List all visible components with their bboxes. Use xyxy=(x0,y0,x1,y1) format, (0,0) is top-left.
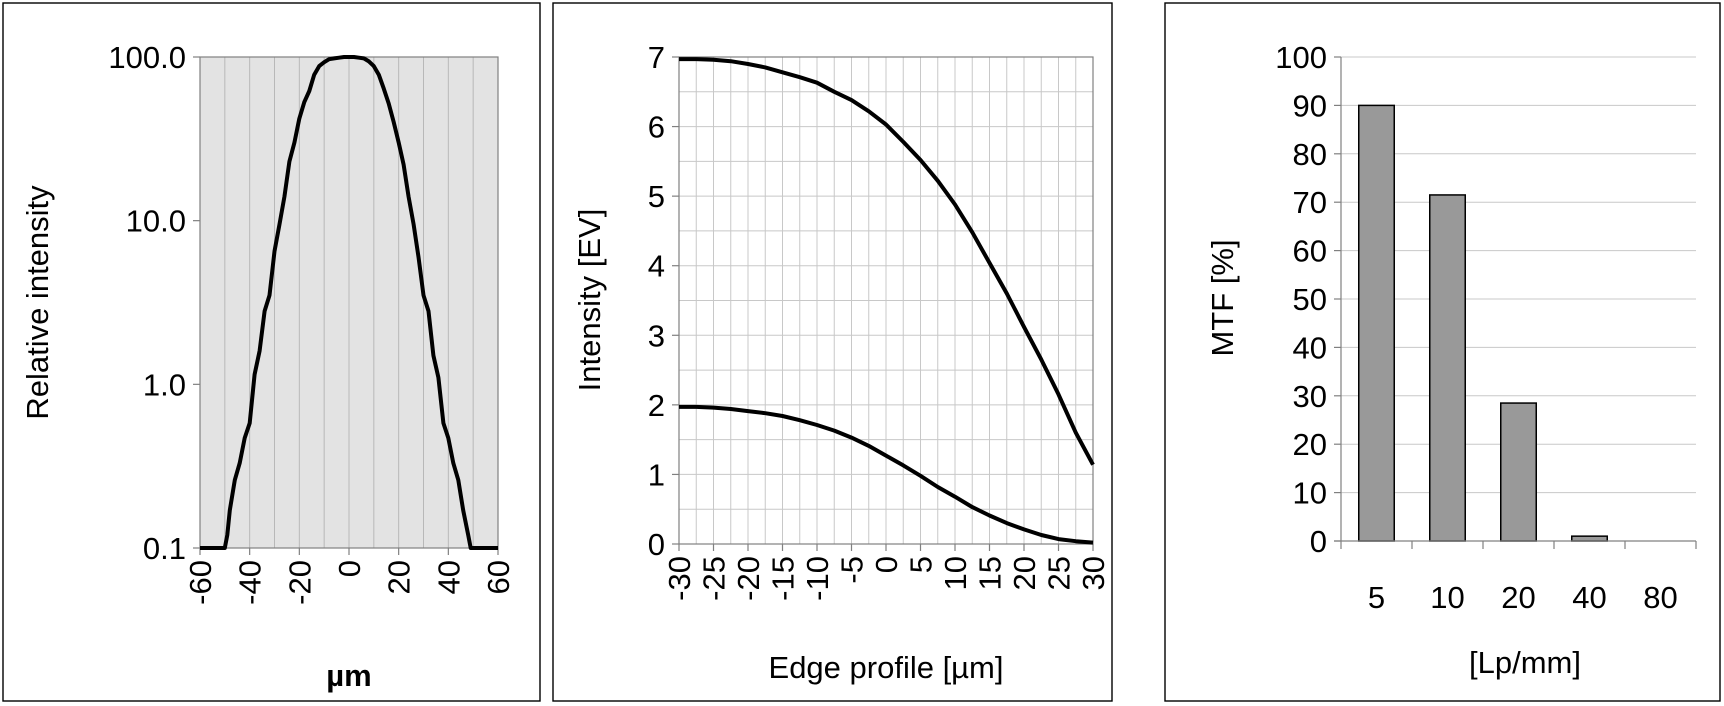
y-tick-label: 60 xyxy=(1293,234,1327,269)
y-tick-label: 0 xyxy=(1310,524,1327,559)
x-tick-label: -20 xyxy=(282,560,317,605)
x-tick-label: 0 xyxy=(332,560,367,577)
x-tick-label: -20 xyxy=(731,556,766,601)
plot-area-border xyxy=(678,56,1094,545)
y-tick-label: 4 xyxy=(648,249,665,284)
bar xyxy=(1571,535,1608,542)
bar xyxy=(1429,194,1466,542)
y-tick-label: 1 xyxy=(648,457,665,492)
y-tick-label: 30 xyxy=(1293,379,1327,414)
x-tick-label: -15 xyxy=(766,556,801,601)
x-tick-label: 0 xyxy=(869,556,904,573)
y-tick-label: 80 xyxy=(1293,137,1327,172)
y-axis-tick-labels: 0 1 2 3 4 5 6 7 xyxy=(648,40,665,562)
chart-panel-frame xyxy=(552,2,1113,702)
x-tick-label: 20 xyxy=(1007,556,1042,590)
bar xyxy=(1358,104,1395,542)
series-line xyxy=(200,55,498,550)
x-tick-label: 5 xyxy=(1368,580,1385,615)
series-group xyxy=(200,55,498,550)
chart-panel-1: 0.1 1.0 10.0 100.0 -60 -40 -20 0 20 40 60 µm Rela… xyxy=(2,2,541,702)
series-group xyxy=(679,57,1095,545)
y-tick-label: 100 xyxy=(1275,40,1327,75)
y-tick-label: 50 xyxy=(1293,282,1327,317)
axis-lines xyxy=(1334,57,1696,542)
x-axis-tick-labels: -30 -25 -20 -15 -10 -5 0 5 10 15 20 25 30 xyxy=(662,556,1111,601)
y-tick-label: 7 xyxy=(648,40,665,75)
plot-grid xyxy=(193,56,499,555)
y-tick-label: 0.1 xyxy=(143,531,186,566)
y-tick-label: 20 xyxy=(1293,427,1327,462)
x-tick-label: 25 xyxy=(1042,556,1077,590)
y-tick-label: 2 xyxy=(648,388,665,423)
plot-grid xyxy=(672,56,1094,551)
y-axis-label: Intensity [EV] xyxy=(572,209,607,392)
x-tick-label: 80 xyxy=(1643,580,1677,615)
y-tick-label: 5 xyxy=(648,179,665,214)
x-axis-label: µm xyxy=(326,658,371,693)
chart-panel-3: 0 10 20 30 40 50 60 70 80 90 100 5 10 20 40 80 [Lp/mm]… xyxy=(1164,2,1721,702)
x-tick-label: 15 xyxy=(973,556,1008,590)
series-line xyxy=(679,404,1094,545)
bar xyxy=(1500,402,1537,542)
x-tick-label: 60 xyxy=(481,560,516,594)
x-tick-label: 30 xyxy=(1076,556,1111,590)
x-tick-label: -60 xyxy=(183,560,218,605)
x-tick-label: 40 xyxy=(1572,580,1606,615)
x-tick-label: 20 xyxy=(1501,580,1535,615)
y-tick-label: 10.0 xyxy=(126,204,186,239)
x-tick-label: 40 xyxy=(431,560,466,594)
y-tick-label: 3 xyxy=(648,318,665,353)
x-tick-label: -40 xyxy=(233,560,268,605)
x-tick-label: -10 xyxy=(800,556,835,601)
y-tick-label: 0 xyxy=(648,527,665,562)
y-tick-label: 90 xyxy=(1293,88,1327,123)
y-tick-label: 70 xyxy=(1293,185,1327,220)
y-axis-label: Relative intensity xyxy=(20,185,55,420)
y-tick-label: 6 xyxy=(648,110,665,145)
x-axis-label: Edge profile [µm] xyxy=(769,650,1004,685)
x-tick-label: 10 xyxy=(1430,580,1464,615)
x-axis-tick-labels: -60 -40 -20 0 20 40 60 xyxy=(183,560,516,605)
x-tick-label: 20 xyxy=(382,560,417,594)
x-tick-label: -5 xyxy=(835,556,870,584)
x-tick-label: -30 xyxy=(662,556,697,601)
x-tick-label: 5 xyxy=(904,556,939,573)
y-tick-label: 10 xyxy=(1293,476,1327,511)
x-axis-tick-labels: 5 10 20 40 80 xyxy=(1368,580,1678,615)
series-line xyxy=(679,57,1095,466)
y-axis-label: MTF [%] xyxy=(1205,239,1240,356)
y-axis-tick-labels: 0.1 1.0 10.0 100.0 xyxy=(108,40,186,566)
x-tick-label: -25 xyxy=(697,556,732,601)
y-tick-label: 40 xyxy=(1293,330,1327,365)
y-tick-label: 1.0 xyxy=(143,367,186,402)
y-tick-label: 100.0 xyxy=(108,40,186,75)
x-axis-label: [Lp/mm] xyxy=(1469,645,1581,680)
y-axis-tick-labels: 0 10 20 30 40 50 60 70 80 90 100 xyxy=(1275,40,1327,559)
x-tick-label: 10 xyxy=(938,556,973,590)
bars-group xyxy=(1358,104,1608,542)
